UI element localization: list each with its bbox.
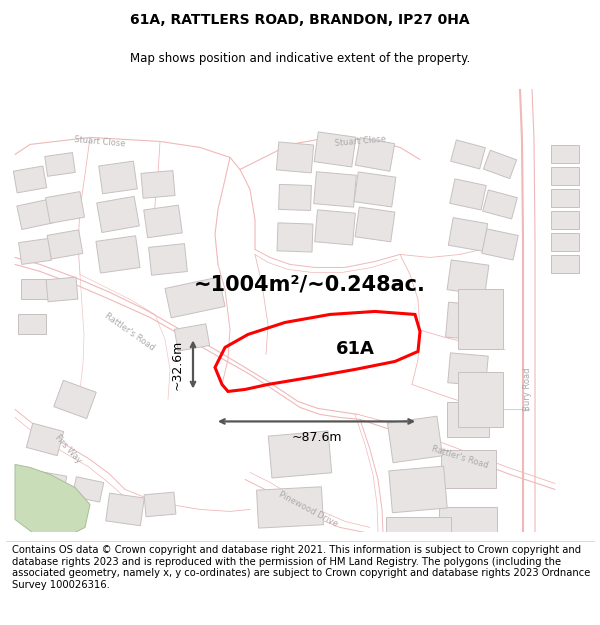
Polygon shape	[355, 207, 395, 242]
Polygon shape	[96, 236, 140, 273]
Polygon shape	[447, 260, 489, 295]
Polygon shape	[458, 372, 503, 427]
Polygon shape	[448, 353, 488, 386]
Polygon shape	[451, 140, 485, 169]
Polygon shape	[72, 477, 104, 502]
Text: Contains OS data © Crown copyright and database right 2021. This information is : Contains OS data © Crown copyright and d…	[12, 545, 590, 590]
Polygon shape	[458, 289, 503, 349]
Polygon shape	[446, 302, 490, 341]
Polygon shape	[47, 230, 83, 259]
Polygon shape	[388, 416, 443, 462]
Polygon shape	[551, 189, 579, 208]
Polygon shape	[106, 493, 144, 526]
Text: 61A: 61A	[335, 341, 374, 359]
Polygon shape	[34, 471, 67, 498]
Polygon shape	[277, 223, 313, 252]
Polygon shape	[386, 518, 451, 548]
Polygon shape	[97, 196, 139, 232]
Polygon shape	[448, 217, 488, 251]
Polygon shape	[440, 451, 496, 489]
Text: Rattler's Road: Rattler's Road	[431, 444, 490, 471]
Polygon shape	[439, 507, 497, 532]
Text: ~1004m²/~0.248ac.: ~1004m²/~0.248ac.	[194, 274, 426, 294]
Polygon shape	[144, 492, 176, 517]
Text: Pinewood Drive: Pinewood Drive	[277, 490, 339, 529]
Polygon shape	[144, 205, 182, 238]
Polygon shape	[450, 179, 486, 210]
Polygon shape	[278, 184, 311, 211]
Polygon shape	[354, 172, 396, 207]
Polygon shape	[389, 466, 447, 512]
Polygon shape	[19, 239, 52, 264]
Text: Rattler's Road: Rattler's Road	[103, 311, 157, 352]
Polygon shape	[314, 172, 356, 207]
Polygon shape	[551, 168, 579, 186]
Polygon shape	[257, 487, 323, 528]
Polygon shape	[26, 423, 64, 456]
Text: Stuart Close: Stuart Close	[74, 135, 126, 148]
Polygon shape	[482, 229, 518, 260]
Polygon shape	[175, 324, 209, 351]
Polygon shape	[13, 166, 47, 193]
Polygon shape	[482, 190, 517, 219]
Text: ~32.6m: ~32.6m	[170, 339, 184, 389]
Polygon shape	[99, 161, 137, 194]
Polygon shape	[141, 171, 175, 198]
Polygon shape	[551, 211, 579, 229]
Polygon shape	[18, 314, 46, 334]
Text: Bury Road: Bury Road	[523, 368, 533, 411]
Polygon shape	[551, 234, 579, 251]
Polygon shape	[21, 279, 49, 299]
Polygon shape	[165, 277, 225, 318]
Text: 61A, RATTLERS ROAD, BRANDON, IP27 0HA: 61A, RATTLERS ROAD, BRANDON, IP27 0HA	[130, 13, 470, 28]
Polygon shape	[277, 142, 314, 173]
Text: Map shows position and indicative extent of the property.: Map shows position and indicative extent…	[130, 52, 470, 65]
Polygon shape	[15, 464, 90, 538]
Polygon shape	[46, 192, 85, 223]
Polygon shape	[314, 132, 356, 167]
Polygon shape	[484, 150, 517, 179]
Polygon shape	[45, 152, 75, 176]
Polygon shape	[551, 146, 579, 164]
Polygon shape	[149, 244, 187, 275]
Polygon shape	[268, 431, 332, 478]
Polygon shape	[314, 210, 355, 245]
Polygon shape	[355, 138, 395, 171]
Polygon shape	[447, 402, 489, 437]
Polygon shape	[46, 277, 78, 302]
Polygon shape	[17, 199, 53, 229]
Text: Stuart Close: Stuart Close	[334, 135, 386, 148]
Polygon shape	[551, 256, 579, 274]
Polygon shape	[54, 380, 96, 419]
Text: Firs Way: Firs Way	[53, 433, 83, 466]
Text: ~87.6m: ~87.6m	[291, 431, 342, 444]
